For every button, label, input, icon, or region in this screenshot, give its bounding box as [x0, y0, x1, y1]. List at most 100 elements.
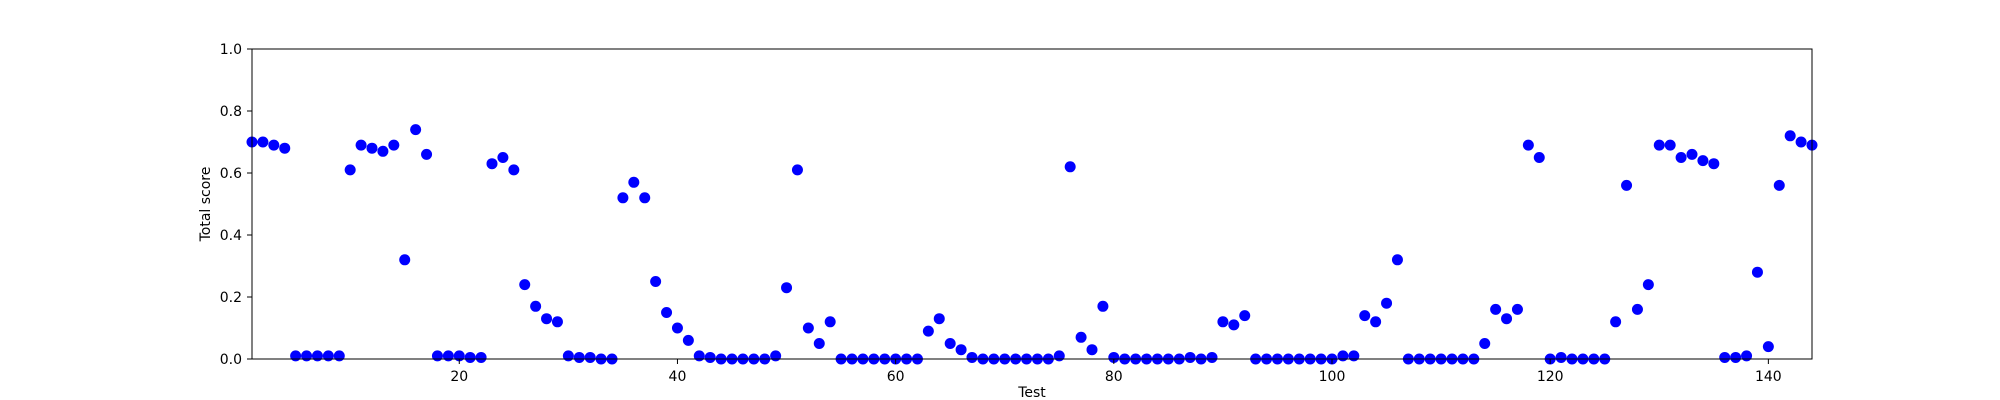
data-point: [1795, 136, 1807, 148]
data-point: [1664, 139, 1676, 151]
data-point: [1675, 152, 1687, 163]
data-point: [1391, 254, 1403, 266]
data-point: [1653, 139, 1665, 151]
x-tick-label: 120: [1537, 369, 1564, 385]
data-points: [246, 124, 1818, 365]
data-point: [1522, 139, 1534, 151]
data-point: [1479, 338, 1491, 349]
data-point: [344, 164, 356, 176]
data-point: [1228, 319, 1240, 331]
data-point: [1348, 350, 1360, 362]
data-point: [290, 350, 302, 362]
data-point: [617, 192, 629, 204]
y-tick-label: 0.2: [220, 290, 242, 306]
data-point: [693, 350, 705, 362]
data-point: [421, 148, 433, 160]
data-point: [802, 322, 814, 334]
data-point: [530, 300, 542, 312]
data-point: [1381, 297, 1393, 309]
data-point: [519, 279, 531, 291]
data-point: [1697, 155, 1709, 167]
data-point: [475, 351, 487, 363]
x-axis: 20 40 60 80 100 120 140: [450, 359, 1782, 385]
data-point: [1610, 316, 1622, 328]
x-tick-label: 40: [669, 369, 687, 385]
data-point: [508, 164, 520, 176]
data-point: [486, 158, 498, 170]
data-point: [279, 142, 291, 154]
data-point: [268, 139, 280, 151]
data-point: [650, 276, 662, 287]
x-axis-label: Test: [1017, 385, 1046, 400]
data-point: [442, 350, 454, 362]
data-point: [1741, 350, 1753, 362]
data-point: [1533, 152, 1545, 163]
y-tick-label: 0.8: [220, 104, 242, 120]
data-point: [944, 338, 956, 349]
data-point: [541, 313, 553, 325]
data-point: [366, 142, 378, 154]
data-point: [1239, 310, 1251, 322]
data-point: [1773, 179, 1785, 191]
data-point: [955, 344, 967, 356]
data-point: [1631, 303, 1643, 315]
data-point: [1762, 341, 1774, 353]
data-point: [301, 350, 313, 362]
x-tick-label: 100: [1319, 369, 1346, 385]
data-point: [1359, 310, 1371, 322]
data-point: [1370, 316, 1382, 328]
data-point: [464, 351, 476, 363]
data-point: [1621, 179, 1633, 191]
y-tick-label: 1.0: [220, 42, 242, 58]
data-point: [1501, 313, 1513, 325]
data-point: [922, 325, 934, 337]
y-axis-label: Total score: [198, 167, 214, 243]
data-point: [1708, 158, 1720, 170]
data-point: [584, 351, 596, 363]
y-tick-label: 0.6: [220, 166, 242, 182]
data-point: [824, 316, 836, 328]
x-tick-label: 20: [450, 369, 468, 385]
data-point: [770, 350, 782, 362]
data-point: [1217, 316, 1229, 328]
data-point: [431, 350, 443, 362]
data-point: [1097, 300, 1109, 312]
data-point: [377, 145, 389, 157]
data-point: [1730, 351, 1742, 363]
data-point: [682, 334, 694, 346]
data-point: [388, 139, 400, 151]
data-point: [791, 164, 803, 176]
data-point: [704, 351, 716, 363]
x-tick-label: 140: [1755, 369, 1782, 385]
y-tick-label: 0.4: [220, 228, 242, 244]
data-point: [1784, 130, 1796, 142]
data-point: [628, 176, 640, 188]
data-point: [661, 307, 673, 318]
data-point: [1511, 303, 1523, 315]
data-point: [322, 350, 334, 362]
data-point: [1751, 266, 1763, 278]
data-point: [1184, 351, 1196, 363]
data-point: [1642, 279, 1654, 291]
data-point: [1053, 350, 1065, 362]
data-point: [551, 316, 563, 328]
data-point: [1686, 148, 1698, 160]
x-tick-label: 80: [1105, 369, 1123, 385]
data-point: [333, 350, 345, 362]
data-point: [573, 351, 585, 363]
data-point: [311, 350, 323, 362]
data-point: [497, 152, 509, 163]
data-point: [1064, 161, 1076, 173]
data-point: [781, 282, 793, 294]
data-point: [1555, 351, 1567, 363]
data-point: [1075, 331, 1087, 343]
data-point: [355, 139, 367, 151]
data-point: [1490, 303, 1502, 315]
data-point: [562, 350, 574, 362]
data-point: [813, 338, 825, 349]
axes-frame: [251, 48, 1813, 360]
data-point: [1337, 350, 1349, 362]
y-tick-label: 0.0: [220, 352, 242, 368]
y-axis: 0.0 0.2 0.4 0.6 0.8 1.0: [220, 42, 252, 368]
